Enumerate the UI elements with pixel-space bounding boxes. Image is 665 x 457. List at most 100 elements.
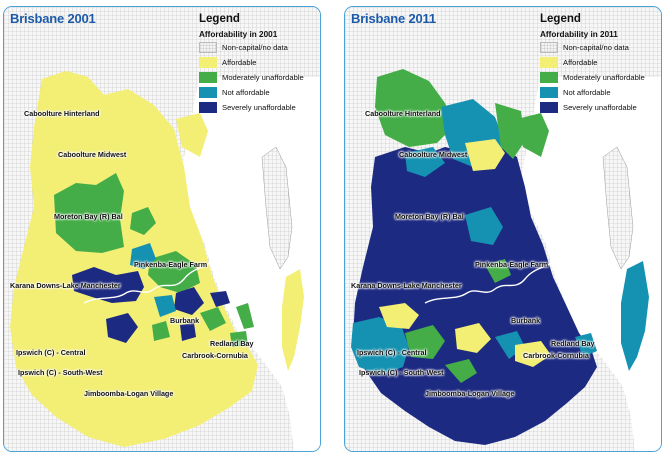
- legend-item-severely-unaffordable: Severely unaffordable: [199, 101, 317, 114]
- place-label: Ipswich (C) - South-West: [359, 368, 444, 377]
- island-moreton: [261, 146, 293, 270]
- place-label: Jimboomba-Logan Village: [425, 389, 515, 398]
- region-inner-mix-6: [210, 291, 230, 307]
- region-inner-mix-7: [152, 321, 170, 341]
- region-ipswich-yellow: [379, 303, 419, 329]
- place-label: Ipswich (C) - Central: [357, 348, 427, 357]
- place-label: Ipswich (C) - Central: [16, 348, 86, 357]
- legend-label: Severely unaffordable: [222, 103, 296, 112]
- region-east-strip: [236, 303, 254, 329]
- region-inner-mix-1: [148, 251, 200, 293]
- region-inner-south-navy: [106, 313, 138, 343]
- place-label: Caboolture Hinterland: [365, 109, 441, 118]
- legend-label: Affordable: [222, 58, 257, 67]
- legend-title: Legend: [199, 13, 240, 25]
- island-stradbroke: [282, 269, 304, 371]
- region-south-green-2: [445, 359, 477, 383]
- region-moreton-bay-bal: [54, 173, 124, 253]
- region-south-green: [405, 325, 445, 359]
- legend-label: Non-capital/no data: [222, 43, 288, 52]
- place-label: Caboolture Hinterland: [24, 109, 100, 118]
- swatch-no-data: [540, 42, 558, 53]
- map-2011: [345, 7, 661, 451]
- island-north: [517, 113, 549, 157]
- place-label: Burbank: [170, 316, 200, 325]
- place-label: Karana Downs-Lake Manchester: [10, 281, 121, 290]
- place-label: Jimboomba-Logan Village: [84, 389, 174, 398]
- swatch-no-data: [199, 42, 217, 53]
- region-inner-mix-9: [230, 331, 248, 347]
- map-2001: [4, 7, 320, 451]
- place-label: Burbank: [511, 316, 541, 325]
- island-north: [176, 113, 208, 157]
- island-stradbroke: [621, 261, 649, 371]
- region-redland-teal: [575, 333, 597, 357]
- region-caboolture-hinterland: [375, 69, 455, 147]
- map-title: Brisbane 2001: [10, 11, 96, 26]
- legend-item-moderately-unaffordable: Moderately unaffordable: [540, 71, 658, 84]
- legend-label: Not affordable: [222, 88, 270, 97]
- swatch-moderately-unaffordable: [199, 72, 217, 83]
- island-moreton: [602, 146, 634, 270]
- legend-item-severely-unaffordable: Severely unaffordable: [540, 101, 658, 114]
- region-inner-mix-3: [174, 287, 204, 315]
- legend-item-affordable: Affordable: [540, 56, 658, 69]
- legend: Legend Affordability in 2001 Non-capital…: [199, 13, 317, 114]
- legend-label: Moderately unaffordable: [222, 73, 304, 82]
- place-label: Ipswich (C) - South-West: [18, 368, 103, 377]
- legend: Legend Affordability in 2011 Non-capital…: [540, 13, 658, 114]
- region-caboolture-hinterland: [38, 71, 100, 125]
- map-title: Brisbane 2011: [351, 11, 436, 26]
- swatch-moderately-unaffordable: [540, 72, 558, 83]
- region-inner-mix-4: [154, 295, 176, 317]
- legend-subtitle: Affordability in 2001: [199, 30, 278, 39]
- brisbane-river: [83, 262, 211, 304]
- region-ipswich-teal: [351, 317, 409, 375]
- place-label: Moreton Bay (R) Bal: [54, 212, 123, 221]
- place-label: Moreton Bay (R) Bal: [395, 212, 464, 221]
- place-label: Redland Bay: [551, 339, 595, 348]
- place-label: Caboolture Midwest: [399, 150, 468, 159]
- mainland-severe: [353, 143, 597, 445]
- legend-label: Non-capital/no data: [563, 43, 629, 52]
- swatch-affordable: [199, 57, 217, 68]
- swatch-not-affordable: [199, 87, 217, 98]
- place-label: Carbrook-Cornubia: [182, 351, 248, 360]
- legend-item-affordable: Affordable: [199, 56, 317, 69]
- region-carbrook: [515, 341, 551, 367]
- swatch-severely-unaffordable: [199, 102, 217, 113]
- region-north-teal: [405, 147, 445, 177]
- legend-label: Moderately unaffordable: [563, 73, 645, 82]
- legend-item-not-affordable: Not affordable: [199, 86, 317, 99]
- region-karana-downs: [72, 267, 144, 303]
- legend-item-moderately-unaffordable: Moderately unaffordable: [199, 71, 317, 84]
- region-inner-green: [485, 259, 511, 283]
- map-panel-2001: Brisbane 2001 Legend Affordability in 20…: [3, 6, 321, 452]
- swatch-not-affordable: [540, 87, 558, 98]
- region-caboolture-midwest: [465, 139, 505, 171]
- place-label: Redland Bay: [210, 339, 254, 348]
- region-inner-teal: [465, 207, 503, 245]
- swatch-affordable: [540, 57, 558, 68]
- legend-subtitle: Affordability in 2011: [540, 30, 618, 39]
- region-north-green: [130, 207, 156, 235]
- brisbane-river: [424, 262, 552, 304]
- place-label: Karana Downs-Lake Manchester: [351, 281, 462, 290]
- legend-title: Legend: [540, 13, 581, 25]
- legend-item-not-affordable: Not affordable: [540, 86, 658, 99]
- swatch-severely-unaffordable: [540, 102, 558, 113]
- legend-item-no-data: Non-capital/no data: [199, 41, 317, 54]
- region-north-green-east: [495, 103, 525, 159]
- place-label: Pinkenba-Eagle Farm: [475, 260, 549, 269]
- place-label: Carbrook-Cornubia: [523, 351, 589, 360]
- region-inner-mix-5: [200, 307, 226, 331]
- region-inner-mix-2: [130, 243, 156, 269]
- place-label: Caboolture Midwest: [58, 150, 127, 159]
- legend-item-no-data: Non-capital/no data: [540, 41, 658, 54]
- place-label: Pinkenba-Eagle Farm: [134, 260, 208, 269]
- region-inner-mix-8: [180, 323, 196, 341]
- legend-label: Severely unaffordable: [563, 103, 637, 112]
- legend-label: Not affordable: [563, 88, 611, 97]
- map-panel-2011: Brisbane 2011 Legend Affordability in 20…: [344, 6, 662, 452]
- legend-label: Affordable: [563, 58, 598, 67]
